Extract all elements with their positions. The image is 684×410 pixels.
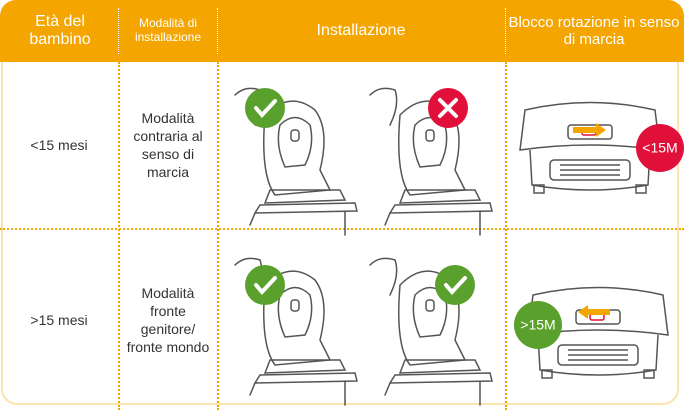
header-divider	[118, 8, 119, 54]
column-separator	[217, 62, 219, 410]
column-separator	[505, 62, 507, 410]
header-divider	[505, 8, 506, 54]
age-cell: <15 mesi	[30, 136, 88, 153]
mode-cell: Modalità fronte genitore/ fronte mondo	[126, 284, 210, 356]
row-separator	[0, 228, 684, 230]
age-cell: >15 mesi	[30, 311, 88, 328]
header-band	[0, 0, 684, 62]
header-cell: Installazione	[316, 21, 406, 39]
badge-label: <15M	[642, 140, 677, 156]
header-cell: Età del bambino	[29, 12, 91, 48]
header-cell: Blocco rotazione in senso di marcia	[508, 13, 680, 48]
badge-label: >15M	[520, 317, 555, 333]
mode-cell: Modalità contraria al senso di marcia	[133, 109, 203, 181]
header-cell: Modalità di installazione	[134, 16, 202, 44]
column-separator	[118, 62, 120, 410]
header-divider	[217, 8, 218, 54]
